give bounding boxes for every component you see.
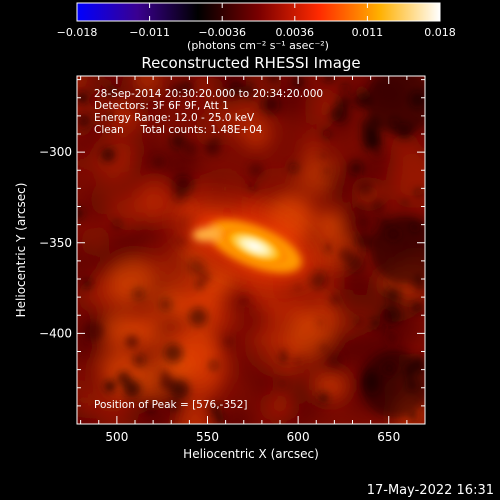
colorbar-tick-label: −0.018 <box>57 26 98 39</box>
info-line-energy: Energy Range: 12.0 - 25.0 keV <box>94 112 255 124</box>
x-tick-label: 600 <box>287 430 310 444</box>
heatmap-dark-cells <box>77 76 425 424</box>
colorbar-strip <box>76 2 441 22</box>
x-axis: 500 550 600 650 <box>80 76 426 444</box>
colorbar-tick-label: 0.011 <box>352 26 384 39</box>
info-line-clean: Clean Total counts: 1.48E+04 <box>94 124 263 136</box>
heatmap-image <box>77 76 425 424</box>
peak-position-label: Position of Peak = [576,-352] <box>94 399 248 411</box>
x-tick-label: 550 <box>196 430 219 444</box>
info-line-time: 28-Sep-2014 20:30:20.000 to 20:34:20.000 <box>94 88 323 100</box>
y-tick-label: −300 <box>39 145 72 159</box>
chart-title: Reconstructed RHESSI Image <box>141 54 360 72</box>
x-tick-label: 500 <box>105 430 128 444</box>
colorbar: −0.018 −0.011 −0.0036 0.0036 0.011 0.018 (pho… <box>57 2 456 52</box>
observation-info: 28-Sep-2014 20:30:20.000 to 20:34:20.000… <box>94 88 323 136</box>
y-tick-label: −400 <box>39 326 72 340</box>
colorbar-unit-label: (photons cm⁻² s⁻¹ asec⁻²) <box>187 39 329 52</box>
colorbar-tick-label: −0.0036 <box>198 26 246 39</box>
y-axis: −300 −350 −400 <box>39 79 425 407</box>
y-axis-label: Heliocentric Y (arcsec) <box>14 183 28 318</box>
y-tick-label: −350 <box>39 236 72 250</box>
colorbar-tick-label: 0.0036 <box>276 26 315 39</box>
source-core <box>220 227 289 266</box>
colorbar-tick-label: −0.011 <box>129 26 170 39</box>
colorbar-ticks: −0.018 −0.011 −0.0036 0.0036 0.011 0.018 <box>57 3 456 39</box>
x-tick-label: 650 <box>377 430 400 444</box>
colorbar-tick-label: 0.018 <box>424 26 456 39</box>
x-axis-label: Heliocentric X (arcsec) <box>183 447 319 461</box>
plot-frame <box>76 75 426 425</box>
footer-date: 17-May-2022 16:31 <box>367 483 494 498</box>
info-line-detectors: Detectors: 3F 6F 9F, Att 1 <box>94 100 229 112</box>
